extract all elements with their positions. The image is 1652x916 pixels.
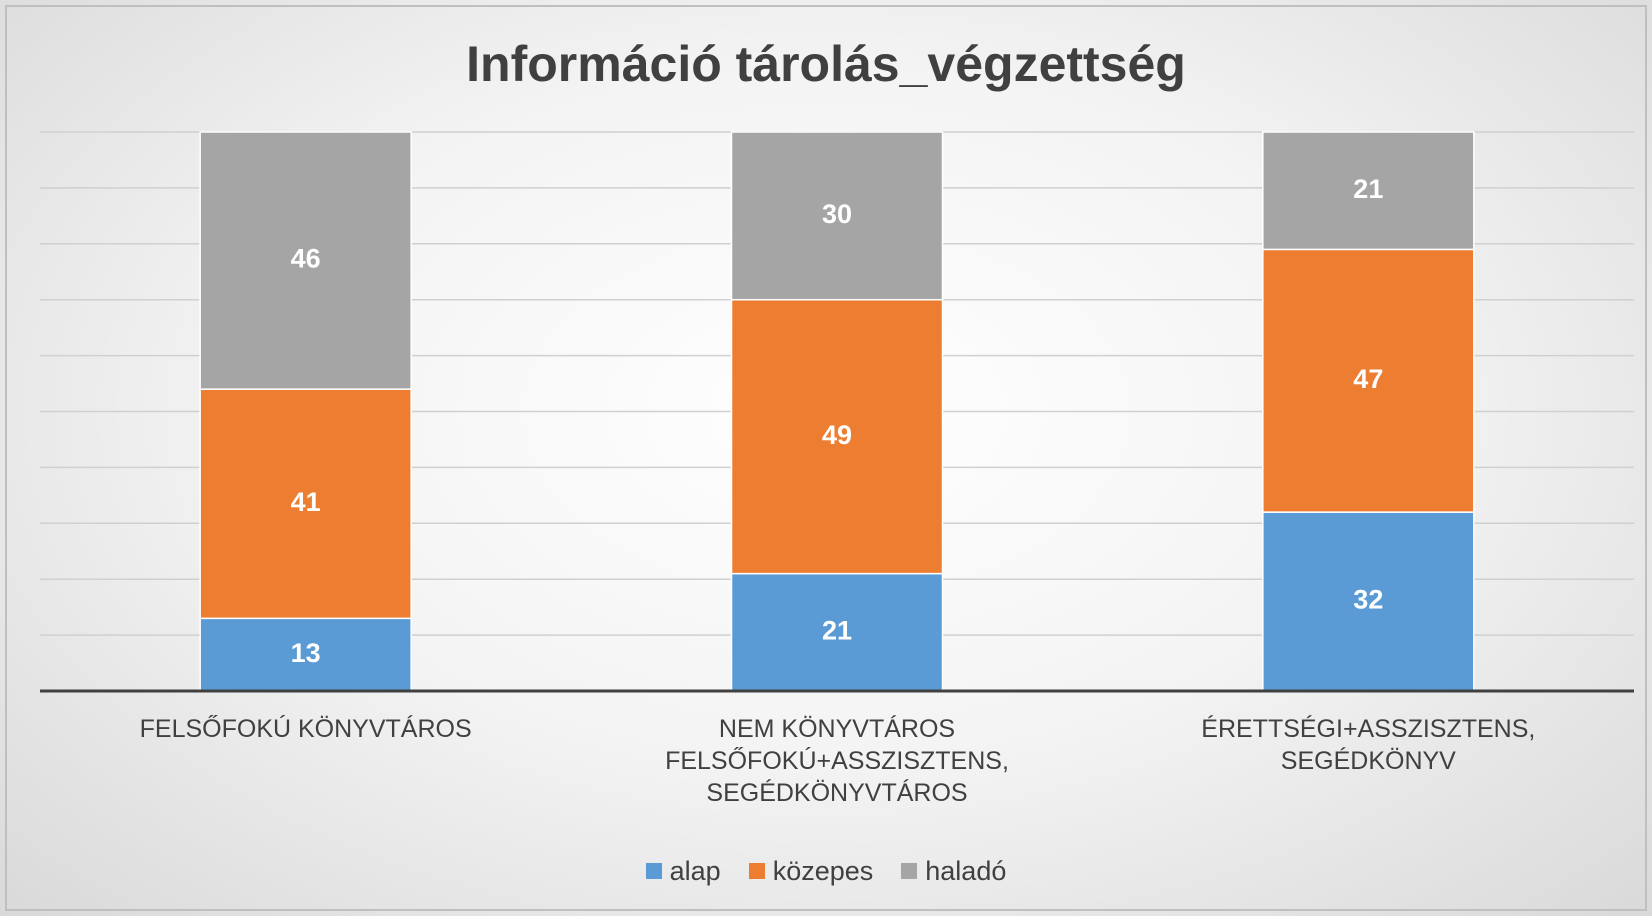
legend-item: közepes (748, 856, 874, 887)
bar-segment (1262, 511, 1475, 692)
data-label: 41 (291, 487, 321, 517)
bar-segment (199, 617, 412, 692)
data-label: 13 (291, 638, 321, 668)
x-tick-label: FELSŐFOKÚ KÖNYVTÁROS (139, 715, 472, 743)
legend-swatch (901, 863, 918, 879)
legend-swatch (748, 863, 765, 879)
bar-segment (1262, 131, 1475, 251)
data-label: 21 (822, 615, 852, 645)
bar-segment (730, 298, 944, 575)
bar-segment (730, 131, 944, 301)
legend-label: alap (669, 856, 721, 886)
data-label: 46 (291, 244, 321, 274)
data-label: 21 (1353, 174, 1383, 204)
bar-segment (1262, 248, 1475, 513)
legend-label: haladó (925, 856, 1007, 886)
data-label: 49 (822, 420, 852, 450)
bar-segment (730, 572, 944, 692)
legend-item: alap (645, 856, 721, 887)
x-tick-label: ÉRETTSÉGI+ASSZISZTENS, SEGÉDKÖNYV (1201, 715, 1536, 775)
chart-border (5, 5, 1647, 911)
legend-label: közepes (772, 856, 874, 886)
legend-item: haladó (901, 856, 1006, 887)
data-label: 32 (1353, 585, 1383, 615)
chart-title: Információ tárolás_végzettség (466, 36, 1186, 92)
x-tick-label: NEM KÖNYVTÁROS FELSŐFOKÚ+ASSZISZTENS, SE… (665, 715, 1009, 807)
data-label: 30 (822, 199, 852, 229)
legend: alap közepes haladó (0, 856, 1652, 887)
bar-segment (199, 388, 412, 620)
legend-swatch (645, 863, 662, 879)
bar-segment (199, 131, 412, 390)
data-label: 47 (1353, 364, 1383, 394)
